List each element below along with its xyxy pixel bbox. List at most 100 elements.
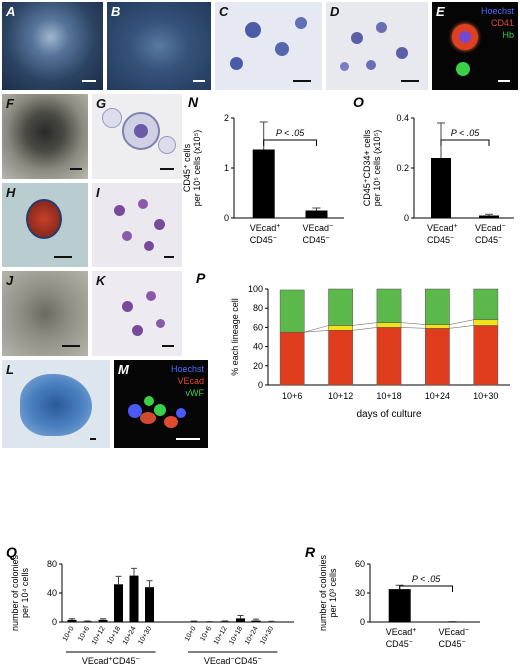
y-tick-label: 0 <box>360 617 365 627</box>
connector-line <box>401 327 426 329</box>
x-tick-label: CD45− <box>303 235 330 245</box>
y-tick-label: 0 <box>52 617 57 627</box>
x-tick-label: VEcad+ <box>250 223 281 233</box>
scale-bar <box>176 438 200 440</box>
bar <box>431 158 451 218</box>
bar <box>479 215 499 218</box>
x-tick-label: 10+12 <box>328 391 353 401</box>
bar <box>114 584 123 622</box>
x-tick-label: VEcad+ <box>386 627 417 637</box>
y-tick-label: 0.4 <box>396 113 409 123</box>
x-tick-label: 10+24 <box>425 391 450 401</box>
scale-bar <box>193 80 205 82</box>
scale-bar <box>160 168 174 170</box>
connector-line <box>304 329 329 333</box>
scale-bar <box>498 80 510 82</box>
significance-bracket <box>399 585 453 592</box>
y-tick-label: 80 <box>253 303 263 313</box>
x-tick-label: VEcad− <box>303 223 334 233</box>
x-tick-label: 10+12 <box>213 625 229 646</box>
y-axis-label: per 10⁵ cells (x10⁵) <box>372 130 382 207</box>
x-tick-label: 10+24 <box>244 625 260 646</box>
panel-label-j: J <box>6 273 14 288</box>
y-tick-label: 40 <box>47 588 57 598</box>
x-tick-label: 10+6 <box>77 625 91 642</box>
scale-bar <box>70 168 82 170</box>
x-tick-label: CD45− <box>439 639 466 649</box>
x-tick-label: VEcad− <box>439 627 470 637</box>
panel-label-g: G <box>96 96 107 111</box>
panel-label-h: H <box>6 185 16 200</box>
legend-hoechst: Hoechst <box>170 364 204 374</box>
chart-p: 0 20 40 60 80 100 10+6 10+12 10+18 10+24 10+30 days… <box>230 284 510 420</box>
y-tick-label: 0 <box>224 213 229 223</box>
y-axis-label: per 10⁴ cells <box>20 568 30 618</box>
stacked-bar-segment <box>328 288 353 326</box>
micrograph-i: I <box>92 183 182 267</box>
stacked-bar-segment <box>376 288 402 323</box>
y-tick-label: 80 <box>47 559 57 569</box>
y-tick-label: 60 <box>253 322 263 332</box>
stacked-bar-segment <box>425 324 450 329</box>
stacked-bar-segment <box>473 325 499 386</box>
stacked-bar-segment <box>425 328 450 386</box>
panel-label-r: R <box>305 544 316 560</box>
panel-label-c: C <box>219 4 229 19</box>
micrograph-g: G <box>92 94 182 179</box>
y-tick-label: 0.2 <box>396 163 409 173</box>
x-tick-label: CD45− <box>475 235 502 245</box>
x-tick-label: 10+30 <box>473 391 498 401</box>
scale-bar <box>90 438 96 440</box>
p-value-label: P < .05 <box>412 574 441 584</box>
stacked-bar-segment <box>473 288 499 320</box>
legend-cd41: CD41 <box>490 18 514 28</box>
bar <box>220 621 230 622</box>
y-axis-label: % each lineage cell <box>230 298 240 376</box>
connector-line <box>352 327 377 331</box>
scale-bar <box>54 256 72 258</box>
legend-vwf: vWF <box>185 388 205 398</box>
scale-bar <box>162 345 174 347</box>
y-axis-label: per 10⁵ cells (x10⁵) <box>192 130 202 207</box>
micrograph-h: H <box>2 183 88 267</box>
group-label: VEcad−CD45− <box>204 656 262 666</box>
micrograph-a: A <box>2 2 103 90</box>
stacked-bar-segment <box>473 319 499 326</box>
stacked-bar-segment <box>425 288 450 325</box>
x-tick-label: CD45− <box>427 235 454 245</box>
chart-r: 0 30 60 VEcad+ CD45− VEcad− CD45− P < .05 number… <box>318 554 480 649</box>
group-label: VEcad+CD45− <box>82 656 140 666</box>
bar <box>98 619 108 622</box>
chart-o: 0 0.2 0.4 VEcad+ CD45− VEcad− CD45− P < .05 CD45… <box>362 113 514 245</box>
stacked-bar-segment <box>279 289 305 333</box>
stacked-bar-segment <box>328 325 353 331</box>
y-tick-label: 40 <box>253 342 263 352</box>
scale-bar <box>401 80 419 82</box>
panel-label-o: O <box>353 94 364 110</box>
significance-bracket <box>440 139 490 146</box>
bar <box>67 619 77 622</box>
panel-label-i: I <box>96 185 100 200</box>
y-tick-label: 60 <box>355 559 365 569</box>
panel-label-k: K <box>96 273 106 288</box>
y-tick-label: 0 <box>404 213 409 223</box>
chart-n: 0 1 2 VEcad+ CD45− VEcad− CD45− P < .05 CD45⁺ ce… <box>182 113 344 245</box>
p-value-label: P < .05 <box>451 128 480 138</box>
x-tick-label: 10+18 <box>376 391 401 401</box>
micrograph-c: C <box>215 2 322 90</box>
x-tick-label: 10+0 <box>62 625 76 642</box>
panel-label-l: L <box>6 362 14 377</box>
x-tick-label: 10+24 <box>122 625 138 646</box>
bar <box>83 621 92 622</box>
panel-label-m: M <box>118 362 129 377</box>
legend-hoechst: Hoechst <box>480 6 514 16</box>
panel-label-d: D <box>330 4 340 19</box>
connector-line <box>352 322 377 326</box>
bar <box>251 620 261 622</box>
stacked-bar-segment <box>279 331 305 386</box>
y-axis-label: number of colonies <box>10 554 20 631</box>
micrograph-d: D <box>326 2 428 90</box>
x-tick-label: 10+30 <box>137 625 153 646</box>
